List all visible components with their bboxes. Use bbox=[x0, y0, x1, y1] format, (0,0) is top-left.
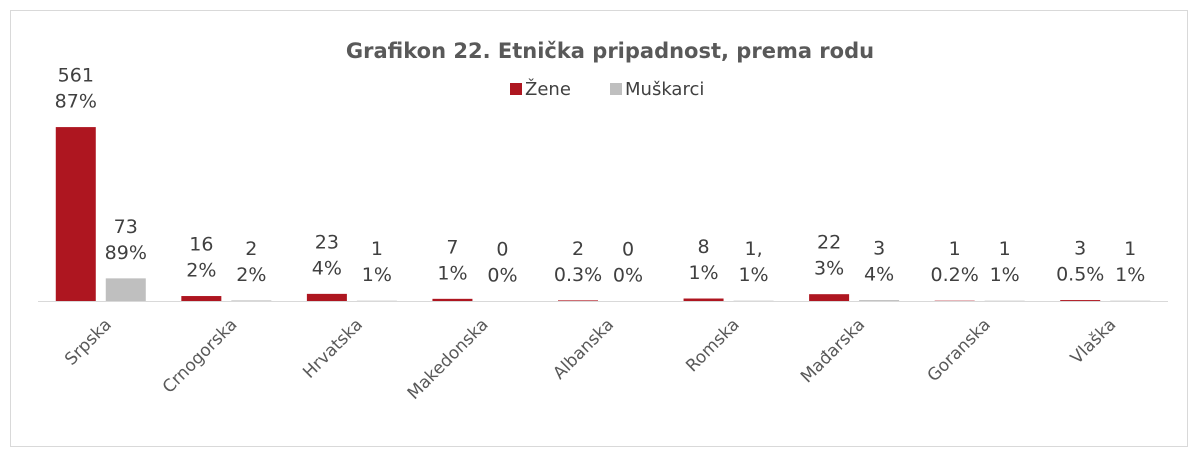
data-label: 3 bbox=[1074, 238, 1086, 260]
legend-swatch bbox=[610, 83, 622, 95]
data-label: 16 bbox=[189, 234, 213, 256]
bar bbox=[55, 127, 96, 301]
data-label: 2 bbox=[245, 238, 257, 260]
data-label: 1, bbox=[744, 238, 762, 260]
data-label: 8 bbox=[698, 236, 710, 258]
bar bbox=[105, 278, 146, 301]
chart-title: Grafikon 22. Etnička pripadnost, prema r… bbox=[346, 39, 874, 63]
bar bbox=[809, 294, 850, 301]
data-label: 0.2% bbox=[931, 264, 979, 286]
data-label: 0 bbox=[496, 239, 508, 261]
data-label: 1% bbox=[738, 264, 768, 286]
data-label: 0 bbox=[622, 239, 634, 261]
data-label: 1% bbox=[362, 264, 392, 286]
data-label: 1% bbox=[437, 262, 467, 284]
data-label: 3% bbox=[814, 258, 844, 280]
bar bbox=[306, 293, 347, 301]
legend-label: Muškarci bbox=[625, 79, 704, 100]
legend-swatch bbox=[510, 83, 522, 95]
data-label: 4% bbox=[864, 264, 894, 286]
bar bbox=[432, 298, 473, 301]
bar bbox=[1060, 300, 1101, 301]
legend-label: Žene bbox=[525, 78, 571, 100]
data-label: 3 bbox=[873, 238, 885, 260]
chart-frame bbox=[10, 10, 1188, 447]
data-label: 7 bbox=[446, 236, 458, 258]
bar bbox=[683, 298, 724, 301]
data-label: 1% bbox=[990, 264, 1020, 286]
data-label: 1 bbox=[949, 238, 961, 260]
data-label: 22 bbox=[817, 232, 841, 254]
bar bbox=[558, 300, 598, 301]
data-label: 2% bbox=[186, 260, 216, 282]
data-label: 2 bbox=[572, 238, 584, 260]
data-label: 23 bbox=[315, 231, 339, 253]
data-label: 2% bbox=[236, 264, 266, 286]
data-label: 1% bbox=[688, 262, 718, 284]
data-label: 0.5% bbox=[1056, 264, 1104, 286]
data-label: 1 bbox=[1124, 238, 1136, 260]
data-label: 89% bbox=[105, 242, 147, 264]
bar bbox=[231, 300, 272, 301]
data-label: 0.3% bbox=[554, 264, 602, 286]
data-label: 561 bbox=[58, 65, 94, 87]
data-label: 87% bbox=[55, 91, 97, 113]
data-label: 73 bbox=[114, 216, 138, 238]
data-label: 0% bbox=[613, 265, 643, 287]
data-label: 0% bbox=[487, 265, 517, 287]
data-label: 1 bbox=[999, 238, 1011, 260]
bar bbox=[859, 300, 900, 301]
data-label: 1 bbox=[371, 238, 383, 260]
data-label: 4% bbox=[312, 257, 342, 279]
data-label: 1% bbox=[1115, 264, 1145, 286]
bar bbox=[181, 296, 222, 301]
